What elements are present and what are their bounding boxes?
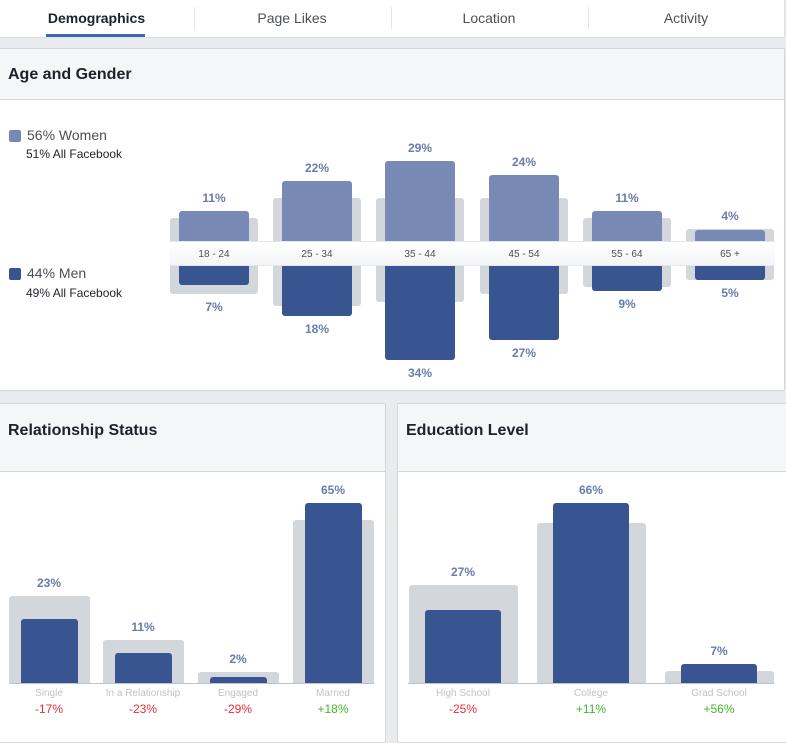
men-value-label: 5%	[721, 285, 739, 300]
value-label: 66%	[578, 483, 604, 498]
value-label: 23%	[36, 575, 62, 590]
tab-demographics[interactable]: Demographics	[47, 10, 146, 26]
value-bar	[304, 502, 362, 683]
comparison-label: -17%	[34, 702, 63, 716]
women-bar	[385, 161, 455, 247]
category-label: In a Relationship	[105, 688, 181, 699]
men-value-label: 34%	[407, 365, 433, 380]
men-all-facebook: 49% All Facebook	[26, 286, 123, 300]
tab-divider	[194, 7, 195, 29]
card-header: Age and Gender	[0, 49, 784, 100]
women-bar	[592, 210, 662, 247]
age-category-label: 35 - 44	[404, 249, 436, 260]
women-value-label: 11%	[202, 190, 226, 205]
baseline	[9, 683, 374, 684]
men-value-label: 7%	[205, 299, 223, 314]
relationship-card: Relationship Status	[0, 403, 386, 743]
age-category-label: 25 - 34	[301, 249, 333, 260]
men-value-label: 27%	[511, 346, 537, 361]
comparison-label: -25%	[448, 702, 477, 716]
men-bar	[489, 260, 559, 341]
women-value-label: 11%	[615, 190, 639, 205]
women-bar	[282, 180, 352, 247]
comparison-label: -29%	[223, 702, 252, 716]
men-bar	[385, 260, 455, 360]
women-bar	[489, 175, 559, 247]
value-label: 65%	[320, 482, 346, 497]
age-axis-band	[170, 241, 775, 266]
category-label: Married	[316, 688, 350, 699]
value-label: 11%	[131, 620, 155, 635]
tab-location[interactable]: Location	[462, 10, 516, 26]
women-value-label: 29%	[407, 141, 433, 156]
value-bar	[425, 609, 501, 683]
value-bar	[553, 503, 629, 683]
women-legend-label: 56% Women	[27, 127, 107, 143]
category-label: Single	[35, 688, 63, 699]
age-category-label: 65 +	[720, 249, 740, 260]
value-bar	[114, 652, 172, 683]
comparison-label: +56%	[703, 702, 735, 716]
age-category-label: 45 - 54	[508, 249, 540, 260]
women-bar	[179, 210, 249, 247]
category-label: College	[574, 688, 608, 699]
men-legend-swatch	[9, 268, 21, 280]
all-facebook-bar	[197, 671, 279, 683]
tab-divider	[588, 7, 589, 29]
tab-divider	[391, 7, 392, 29]
card-title: Relationship Status	[8, 422, 158, 439]
women-value-label: 4%	[721, 208, 739, 223]
value-label: 27%	[450, 565, 476, 580]
tab-activity[interactable]: Activity	[663, 10, 709, 26]
card-header: Education Level	[398, 404, 786, 472]
active-tab-indicator	[46, 34, 145, 37]
value-bar	[681, 663, 757, 683]
age-category-label: 18 - 24	[198, 249, 230, 260]
tab-page-likes[interactable]: Page Likes	[257, 10, 327, 26]
education-card: Education Level	[397, 403, 786, 743]
women-value-label: 22%	[304, 160, 330, 175]
baseline	[408, 683, 774, 684]
card-title: Education Level	[406, 422, 529, 439]
value-bar	[20, 619, 78, 683]
women-all-facebook: 51% All Facebook	[26, 147, 123, 161]
category-label: Engaged	[217, 688, 259, 699]
value-label: 7%	[710, 643, 728, 658]
women-legend-swatch	[9, 130, 21, 142]
comparison-label: -23%	[128, 702, 157, 716]
age-category-label: 55 - 64	[611, 249, 643, 260]
category-label: Grad School	[691, 688, 747, 699]
comparison-label: +11%	[575, 702, 607, 716]
tab-bar: Demographics Page Likes Location Activit…	[0, 0, 785, 38]
value-label: 2%	[229, 651, 247, 666]
men-bar	[282, 260, 352, 316]
card-title: Age and Gender	[8, 66, 132, 83]
comparison-label: +18%	[317, 702, 349, 716]
card-header: Relationship Status	[0, 404, 385, 472]
category-label: High School	[436, 688, 490, 699]
men-value-label: 18%	[304, 321, 330, 336]
men-value-label: 9%	[618, 296, 636, 311]
value-bar	[209, 677, 267, 683]
women-value-label: 24%	[511, 155, 537, 169]
men-legend-label: 44% Men	[27, 265, 87, 281]
